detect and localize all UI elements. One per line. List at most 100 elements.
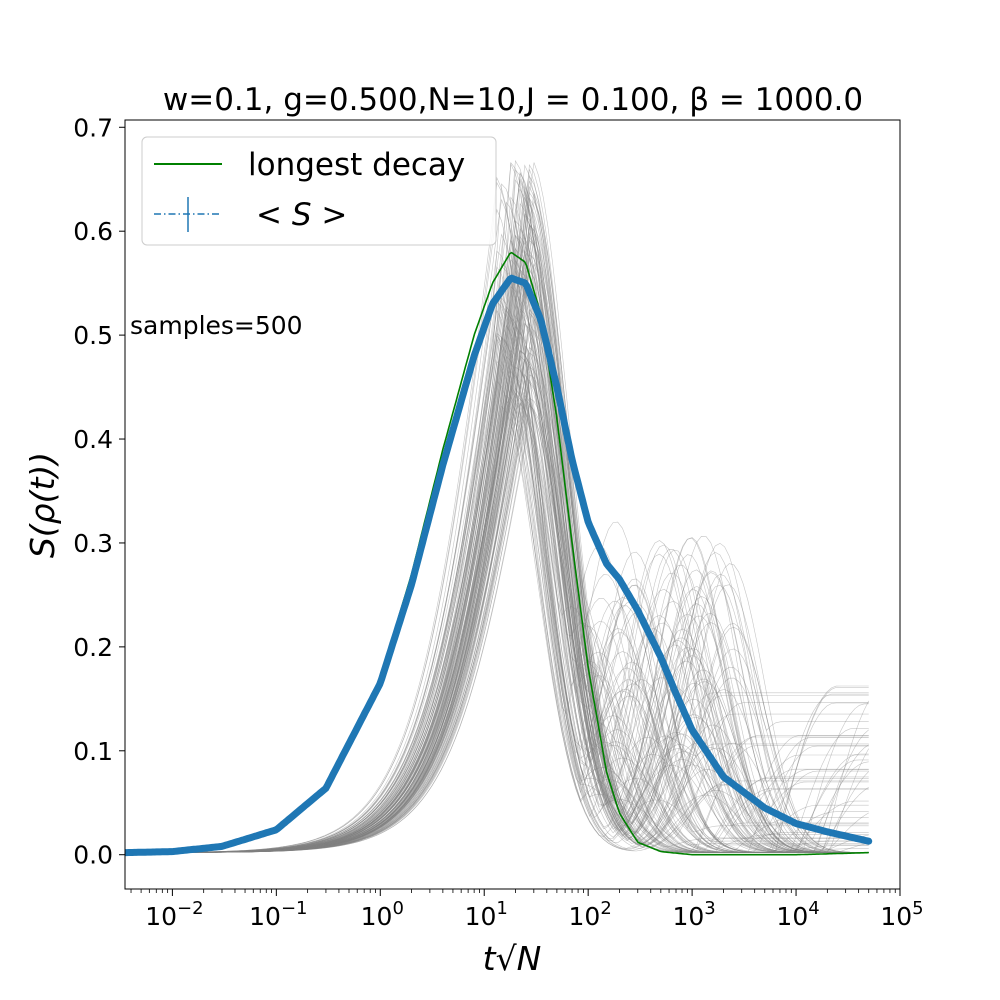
chart-title: w=0.1, g=0.500,N=10,J = 0.100, β = 1000.… [163,82,863,118]
sample-curve [125,279,869,853]
sample-curve [125,214,869,853]
y-tick-label: 0.7 [73,113,113,142]
sample-curve [125,239,869,853]
sample-curve [125,208,869,853]
sample-curve [125,185,869,853]
sample-curve [125,332,869,853]
sample-curve [125,388,869,853]
sample-curve [125,308,869,853]
sample-curve [125,262,869,853]
x-axis-label: t√N [483,939,542,978]
x-tick-label: 100 [361,898,404,931]
sample-curve [125,180,869,853]
sample-curve [125,161,869,853]
sample-curve [125,349,869,853]
sample-curve [125,238,869,853]
samples-annotation: samples=500 [130,311,303,340]
sample-curve [125,380,869,853]
sample-curve [125,268,869,853]
sample-curve [125,298,869,853]
sample-curve [125,387,869,853]
sample-curve [125,259,869,853]
legend: longest decay < S > [141,136,497,246]
sample-curve [125,338,869,853]
sample-curve [125,250,869,853]
y-tick-label: 0.2 [73,633,113,662]
sample-curve [125,369,869,853]
sample-curve [125,322,869,853]
sample-curve [125,248,869,853]
x-tick-label: 101 [465,898,508,931]
sample-curve [125,293,869,853]
sample-curve [125,162,869,853]
sample-curve [125,308,869,853]
sample-curve [125,384,869,853]
sample-curve [125,397,869,853]
sample-curve [125,331,869,853]
sample-curve [125,234,869,853]
sample-curve [125,191,869,853]
sample-curve [125,366,869,853]
sample-curve [125,308,869,853]
sample-curves [125,159,869,853]
sample-curve [125,396,869,853]
sample-curve [125,282,869,853]
sample-curve [125,197,869,853]
y-tick-label: 0.6 [73,217,113,246]
sample-curve [125,220,869,853]
sample-curve [125,183,869,853]
y-tick-label: 0.5 [73,321,113,350]
sample-curve [125,379,869,853]
sample-curve [125,224,869,853]
sample-curve [125,357,869,853]
sample-curve [125,175,869,853]
sample-curve [125,329,869,853]
sample-curve [125,162,869,853]
sample-curve [125,349,869,853]
sample-curve [125,254,869,853]
sample-curve [125,202,869,853]
sample-curve [125,178,869,853]
sample-curve [125,402,869,853]
sample-curve [125,236,869,853]
sample-curve [125,350,869,853]
sample-curve [125,355,869,853]
sample-curve [125,224,869,853]
sample-curve [125,312,869,853]
y-tick-label: 0.3 [73,529,113,558]
sample-curve [125,402,869,853]
sample-curve [125,373,869,853]
y-axis-label: S(ρ(t)) [23,452,62,558]
x-tick-label: 10−1 [249,898,307,931]
sample-curve [125,263,869,853]
sample-curve [125,360,869,853]
sample-curve [125,190,869,853]
sample-curve [125,179,869,853]
x-tick-label: 102 [569,898,612,931]
sample-curve [125,233,869,853]
sample-curve [125,231,869,853]
sample-curve [125,350,869,853]
sample-curve [125,188,869,853]
y-tick-label: 0.1 [73,737,113,766]
sample-curve [125,337,869,853]
y-axis: 0.0 0.1 0.2 0.3 0.4 0.5 0.6 0.7 [73,113,125,870]
sample-curve [125,203,869,853]
plot-frame [124,119,901,890]
sample-curve [125,250,869,853]
sample-curve [125,397,869,853]
sample-curve [125,236,869,853]
sample-curve [125,394,869,853]
sample-curve [125,405,869,853]
sample-curve [125,172,869,853]
sample-curve [125,257,869,853]
sample-curve [125,405,869,853]
sample-curve [125,247,869,853]
sample-curve [125,164,869,853]
x-tick-label: 10−2 [145,898,203,931]
sample-curve [125,318,869,853]
sample-curve [125,398,869,853]
sample-curve [125,181,869,853]
sample-curve [125,370,869,853]
